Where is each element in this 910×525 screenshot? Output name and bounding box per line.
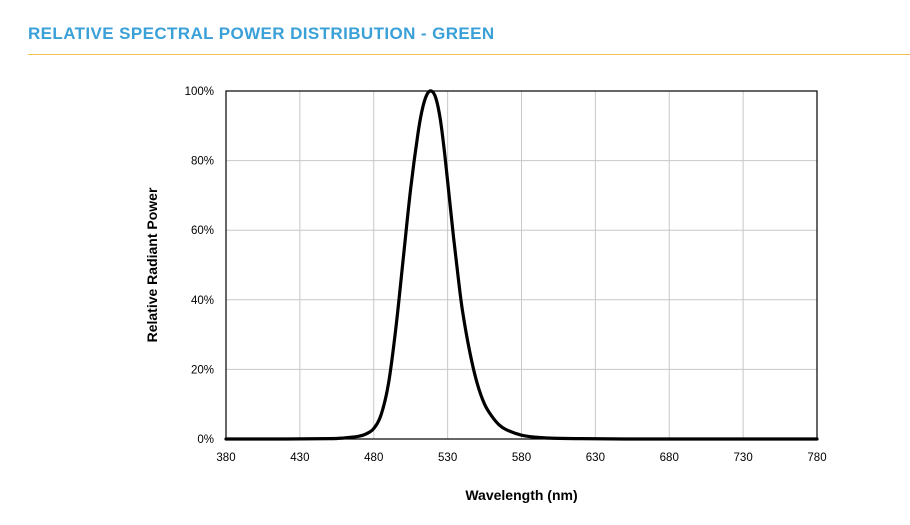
- y-tick-label: 80%: [191, 156, 214, 168]
- y-tick-label: 0%: [197, 434, 214, 446]
- series-line: [224, 89, 819, 441]
- y-tick-label: 40%: [191, 295, 214, 307]
- x-tick-label: 630: [586, 452, 605, 464]
- grid-lines: [226, 91, 817, 439]
- y-axis-label: Relative Radiant Power: [144, 187, 160, 342]
- x-axis-label: Wavelength (nm): [465, 487, 577, 503]
- page-title: RELATIVE SPECTRAL POWER DISTRIBUTION - G…: [28, 24, 495, 43]
- title-divider: [28, 54, 910, 55]
- x-tick-label: 430: [290, 452, 309, 464]
- x-tick-label: 680: [660, 452, 679, 464]
- y-tick-label: 60%: [191, 225, 214, 237]
- y-tick-label: 100%: [185, 86, 214, 98]
- x-tick-label: 730: [734, 452, 753, 464]
- plot-frame: [225, 90, 818, 440]
- x-tick-label: 380: [216, 452, 235, 464]
- x-tick-label: 780: [807, 452, 826, 464]
- y-tick-label: 20%: [191, 364, 214, 376]
- x-tick-label: 580: [512, 452, 531, 464]
- y-tick-labels: 0% 20% 40% 60% 80% 100%: [185, 86, 214, 446]
- x-tick-label: 530: [438, 452, 457, 464]
- x-tick-labels: 380 430 480 530 580 630 680 730 780: [216, 452, 826, 464]
- x-tick-label: 480: [364, 452, 383, 464]
